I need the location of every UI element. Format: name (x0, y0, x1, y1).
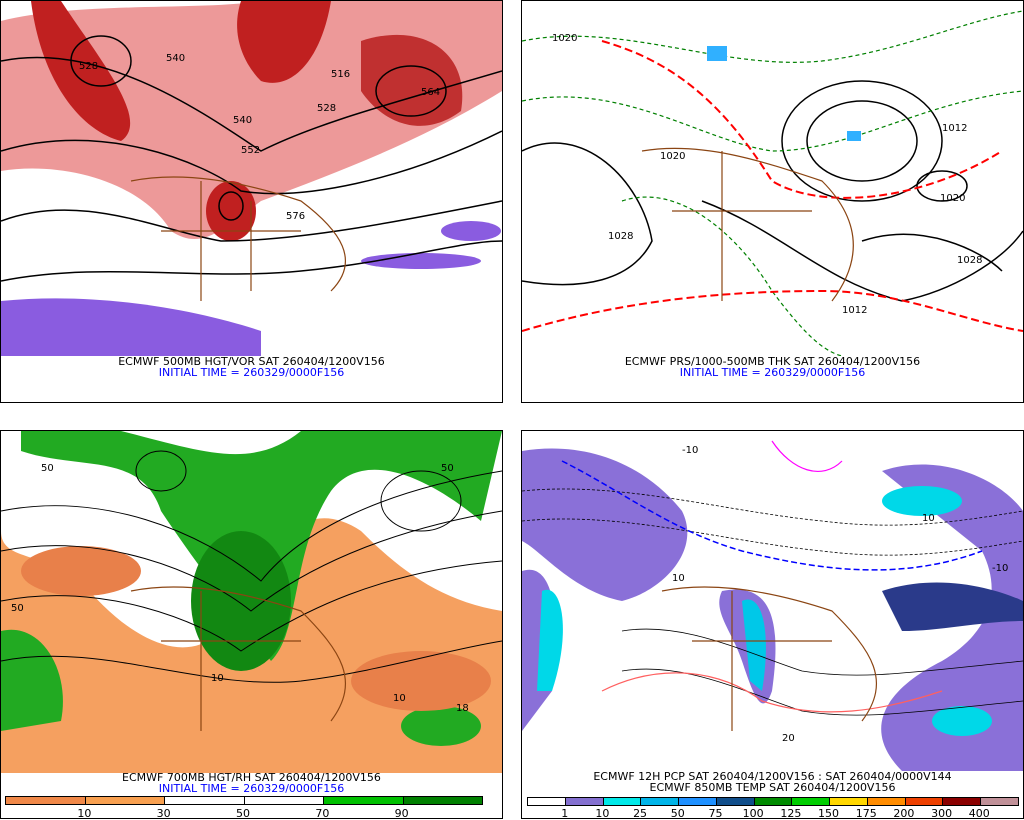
colorbar-label: 75 (708, 807, 723, 820)
colorbar-swatch (6, 797, 86, 804)
contour-label: 50 (11, 603, 24, 614)
colorbar-swatch (830, 798, 868, 805)
panel-title: ECMWF 700MB HGT/RH SAT 260404/1200V156 (122, 771, 381, 784)
contour-label: 528 (317, 103, 336, 114)
colorbar-swatch (244, 797, 324, 804)
contour-label: 18 (456, 703, 469, 714)
colorbar-swatch (716, 798, 755, 805)
map-precip-temp: -10 -10 10 10 20 (522, 431, 1023, 771)
contour-label: 10 (922, 513, 935, 524)
colorbar-label: 200 (893, 807, 915, 820)
colorbar-label: 25 (633, 807, 648, 820)
contour-label: -10 (992, 563, 1008, 574)
contour-label: 576 (286, 211, 305, 222)
colorbar-swatch (324, 797, 404, 804)
contour-label: 10 (393, 693, 406, 704)
colorbar-swatch (754, 798, 793, 805)
colorbar-label: 100 (742, 807, 764, 820)
colorbar-swatch (792, 798, 831, 805)
colorbar-swatch (867, 798, 906, 805)
contour-label: 10 (211, 673, 224, 684)
isobar-label: 1020 (660, 151, 685, 162)
colorbar-swatch (641, 798, 680, 805)
colorbar-swatch (565, 798, 604, 805)
map-pressure-thickness: 1028 1020 1012 1020 1028 1020 1012 (522, 1, 1023, 356)
panel-title: ECMWF 500MB HGT/VOR SAT 260404/1200V156 (118, 355, 385, 368)
colorbar-label: 50 (236, 807, 250, 820)
contour-label: 50 (441, 463, 454, 474)
colorbar-label: 10 (595, 807, 610, 820)
panel-precip-850mb-temp: -10 -10 10 10 20 ECMWF 12H PCP SAT 26040… (521, 430, 1024, 820)
panel-initial-time: INITIAL TIME = 260329/0000F156 (679, 366, 866, 379)
colorbar-label: 125 (780, 807, 802, 820)
isobar-label: 1020 (552, 33, 577, 44)
contour-label: 540 (233, 115, 252, 126)
colorbar-label: 10 (77, 807, 92, 820)
colorbar-swatch (85, 797, 165, 804)
colorbar-label: 300 (931, 807, 953, 820)
precip-colorbar (527, 797, 1019, 806)
panel-initial-time: INITIAL TIME = 260329/0000F156 (158, 782, 345, 795)
colorbar-label: 1 (561, 807, 569, 820)
panel-pressure-thickness: 1028 1020 1012 1020 1028 1020 1012 ECMWF… (521, 0, 1024, 403)
colorbar-label: 30 (156, 807, 171, 820)
contour-label: 528 (79, 61, 98, 72)
isobar-label: 1012 (942, 123, 967, 134)
panel-initial-time: INITIAL TIME = 260329/0000F156 (158, 366, 345, 379)
contour-label: 20 (782, 733, 795, 744)
isobar-label: 1028 (608, 231, 633, 242)
colorbar-swatch (943, 798, 982, 805)
contour-label: 540 (166, 53, 185, 64)
colorbar-label: 150 (818, 807, 840, 820)
colorbar-swatch (165, 797, 245, 804)
colorbar-label: 400 (968, 807, 990, 820)
isobar-label: 1012 (842, 305, 867, 316)
colorbar-swatch (528, 798, 566, 805)
colorbar-swatch (403, 797, 482, 804)
contour-label: 552 (241, 145, 260, 156)
isobar-label: 1020 (940, 193, 965, 204)
colorbar-label: 50 (670, 807, 685, 820)
panel-subtitle: ECMWF 850MB TEMP SAT 260404/1200V156 (649, 781, 896, 794)
colorbar-label: 70 (315, 807, 330, 820)
colorbar-swatch (905, 798, 944, 805)
colorbar-swatch (981, 798, 1018, 805)
panel-500mb-hgt-vor: 528 540 552 516 540 528 564 576 ECMWF 50… (0, 0, 503, 403)
rh-colorbar (5, 796, 483, 805)
map-500mb-vorticity: 528 540 552 516 540 528 564 576 (1, 1, 502, 356)
panel-title: ECMWF 12H PCP SAT 260404/1200V156 : SAT … (593, 770, 952, 783)
contour-label: 516 (331, 69, 350, 80)
map-700mb-humidity: 50 50 10 10 50 18 (1, 431, 502, 773)
panel-title: ECMWF PRS/1000-500MB THK SAT 260404/1200… (624, 355, 921, 368)
isobar-label: 1028 (957, 255, 982, 266)
contour-label: -10 (682, 445, 698, 456)
colorbar-label: 175 (855, 807, 877, 820)
contour-label: 564 (421, 87, 440, 98)
colorbar-swatch (603, 798, 642, 805)
contour-label: 10 (672, 573, 685, 584)
panel-700mb-hgt-rh: 50 50 10 10 50 18 ECMWF 700MB HGT/RH SAT… (0, 430, 503, 820)
contour-label: 50 (41, 463, 54, 474)
colorbar-label: 90 (394, 807, 409, 820)
colorbar-swatch (679, 798, 717, 805)
